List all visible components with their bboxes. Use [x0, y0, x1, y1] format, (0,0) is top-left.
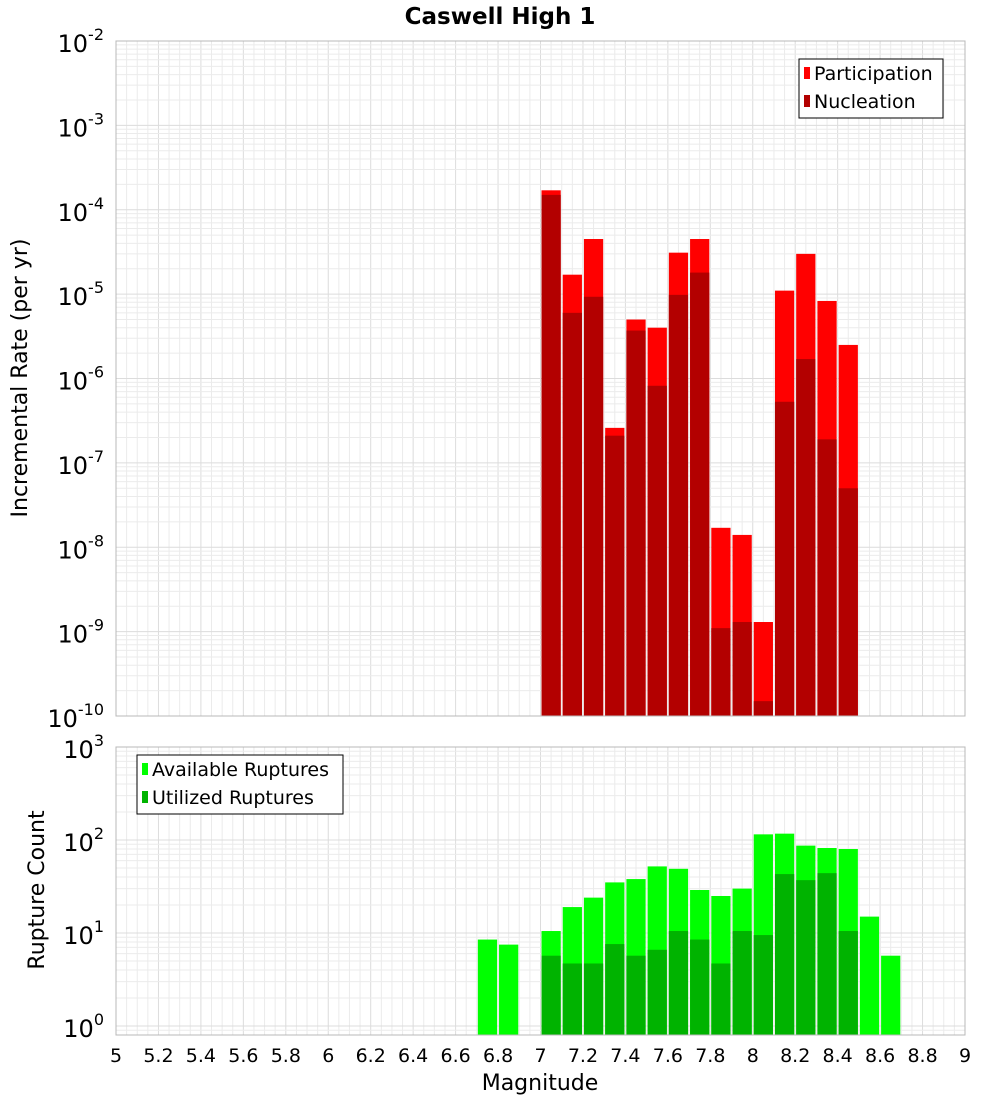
plot-frame — [115, 40, 966, 717]
legend-label: Nucleation — [814, 91, 916, 113]
series-nucleation — [541, 194, 858, 716]
legend-label: Utilized Ruptures — [152, 787, 314, 809]
plot-frame — [115, 746, 966, 1036]
bar — [626, 955, 646, 1035]
y-tick-label: 10-7 — [58, 447, 105, 480]
bar — [562, 312, 582, 716]
legend-label: Participation — [814, 63, 933, 85]
y-tick-label: 10-6 — [58, 363, 105, 396]
bar — [477, 939, 498, 1035]
bar — [753, 701, 773, 716]
y-tick-label: 102 — [63, 824, 104, 857]
x-tick-label: 9 — [959, 1045, 971, 1067]
bar — [796, 880, 816, 1035]
y-tick-label: 10-9 — [58, 616, 105, 649]
bar — [817, 439, 837, 716]
x-tick-label: 8.2 — [780, 1045, 810, 1067]
bar — [626, 330, 646, 716]
bar — [668, 294, 689, 716]
bar — [668, 931, 689, 1035]
y-tick-label: 103 — [63, 731, 104, 764]
legend-swatch — [142, 763, 148, 775]
bar — [541, 194, 561, 716]
chart-title: Caswell High 1 — [405, 4, 596, 30]
bar — [499, 944, 519, 1035]
x-tick-label: 8.6 — [865, 1045, 895, 1067]
bar — [690, 272, 710, 716]
bar — [690, 939, 710, 1035]
legend-label: Available Ruptures — [152, 759, 329, 781]
bar — [562, 963, 582, 1035]
bar — [647, 385, 667, 716]
bar — [605, 944, 625, 1035]
series-utilized-ruptures — [541, 873, 858, 1035]
x-tick-label: 7.2 — [568, 1045, 598, 1067]
x-tick-label: 7.4 — [610, 1045, 640, 1067]
bar — [796, 359, 816, 716]
x-tick-label: 7.8 — [695, 1045, 725, 1067]
legend-swatch — [142, 791, 148, 803]
legend-box — [798, 58, 944, 119]
y-tick-label: 10-3 — [58, 109, 105, 142]
bar — [541, 955, 561, 1035]
x-tick-label: 5.4 — [186, 1045, 216, 1067]
y-tick-labels: 100 101 102 103 — [63, 731, 104, 1043]
y-tick-label: 10-2 — [58, 25, 105, 58]
bar — [838, 931, 858, 1035]
bottom-y-axis-label: Rupture Count — [25, 810, 50, 970]
bar — [583, 963, 604, 1035]
x-tick-labels: 5 5.2 5.4 5.6 5.8 6 6.2 6.4 6.6 6.8 7 7.2 7.4 7.6 7.8 8… — [110, 1045, 971, 1067]
y-tick-label: 100 — [63, 1010, 104, 1043]
bar — [647, 949, 667, 1035]
x-tick-label: 5.8 — [271, 1045, 301, 1067]
bar — [774, 401, 795, 716]
bar — [732, 622, 752, 716]
legend-box — [136, 754, 344, 815]
y-tick-label: 101 — [63, 917, 104, 950]
x-tick-label: 5 — [110, 1045, 122, 1067]
x-tick-label: 8.8 — [907, 1045, 937, 1067]
bar — [859, 916, 880, 1035]
x-tick-label: 6 — [322, 1045, 334, 1067]
bar — [881, 955, 901, 1035]
bar — [753, 935, 773, 1035]
bar — [711, 963, 731, 1035]
bar — [838, 488, 858, 716]
bar — [817, 873, 837, 1035]
x-tick-label: 5.6 — [228, 1045, 258, 1067]
bar — [605, 435, 625, 716]
grid — [115, 40, 966, 717]
x-tick-label: 6.4 — [398, 1045, 428, 1067]
x-axis-label: Magnitude — [482, 1071, 599, 1096]
top-y-axis-label: Incremental Rate (per yr) — [8, 239, 33, 518]
y-tick-label: 10-5 — [58, 278, 105, 311]
bar — [753, 622, 773, 716]
bar — [774, 874, 795, 1035]
bar — [711, 628, 731, 716]
bar — [583, 296, 604, 716]
x-tick-label: 6.2 — [356, 1045, 386, 1067]
y-tick-label: 10-4 — [58, 194, 105, 227]
y-tick-label: 10-10 — [47, 700, 104, 733]
x-tick-label: 7 — [534, 1045, 546, 1067]
x-tick-label: 6.8 — [483, 1045, 513, 1067]
bar — [732, 931, 752, 1035]
y-tick-label: 10-8 — [58, 531, 105, 564]
legend: Participation Nucleation — [798, 58, 944, 119]
legend: Available Ruptures Utilized Ruptures — [136, 754, 344, 815]
y-tick-labels: 10-10 10-9 10-8 10-7 10-6 10-5 10-4 10-3 10-2 — [47, 25, 104, 733]
x-tick-label: 7.6 — [653, 1045, 683, 1067]
legend-swatch — [804, 95, 810, 107]
x-tick-label: 5.2 — [143, 1045, 173, 1067]
top-plot-rate: 10-10 10-9 10-8 10-7 10-6 10-5 10-4 10-3 10-2 Par… — [47, 25, 966, 733]
x-tick-label: 8.4 — [823, 1045, 853, 1067]
legend-swatch — [804, 67, 810, 79]
x-tick-label: 6.6 — [440, 1045, 470, 1067]
x-tick-label: 8 — [747, 1045, 759, 1067]
